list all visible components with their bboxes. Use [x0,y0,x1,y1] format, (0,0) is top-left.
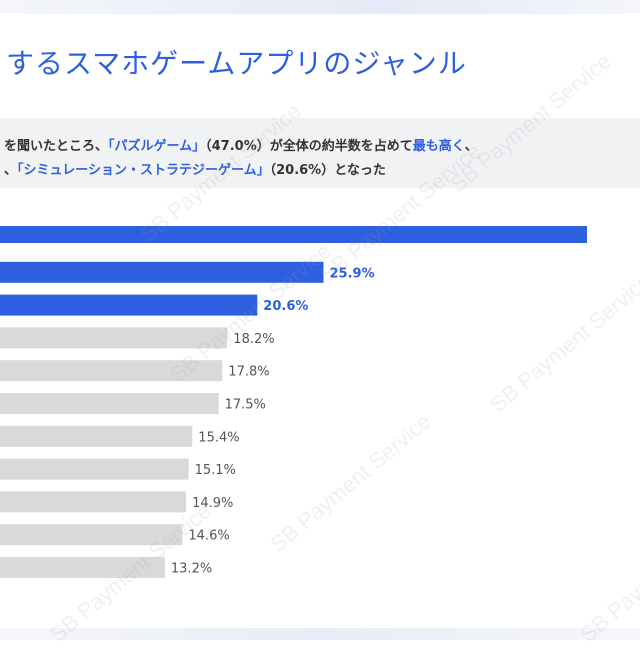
summary-line-1: を聞いたところ、「パズルゲーム」（47.0%）が全体の約半数を占めて最も高く、 [4,135,478,154]
bar [0,393,219,414]
bar [0,491,187,513]
bar-value-label: 14.9% [192,496,233,511]
page-title: するスマホゲームアプリのジャンル [6,47,467,80]
bar-value-label: 25.9% [330,266,375,281]
top-strip [0,0,640,14]
bar [0,524,183,546]
bar-value-label: 18.2% [233,332,274,347]
summary-segment: 「パズルゲーム」 [108,139,206,154]
bar-value-label: 20.6% [263,299,308,314]
bar-value-label: 14.6% [188,529,229,544]
bar [0,425,193,447]
bar [0,294,258,316]
summary-segment: （20.6%）となった [269,163,386,178]
bar-value-label: 17.5% [225,398,266,413]
bar-value-label: 17.8% [228,365,269,380]
summary-segment: を聞いたところ、 [4,139,109,154]
bar [0,360,223,382]
bar-value-label: 15.1% [195,463,236,478]
bar-value-label: 13.2% [171,562,212,577]
bar-value-label: 15.4% [198,430,239,445]
bar [0,327,228,349]
bar [0,557,165,578]
summary-segment: 最も高く [412,139,465,154]
summary-box: を聞いたところ、「パズルゲーム」（47.0%）が全体の約半数を占めて最も高く、 … [0,118,640,188]
bar [0,261,324,283]
summary-segment: 、 [464,139,478,154]
summary-segment: （47.0%）が全体の約半数を占めて [205,139,413,154]
summary-segment: 「シミュレーション・ストラテジーゲーム」 [17,163,270,178]
bar [0,226,587,243]
bar [0,458,189,480]
bottom-strip [0,628,640,640]
summary-line-2: 、「シミュレーション・ストラテジーゲーム」（20.6%）となった [4,159,386,178]
summary-segment: 、 [4,163,18,178]
